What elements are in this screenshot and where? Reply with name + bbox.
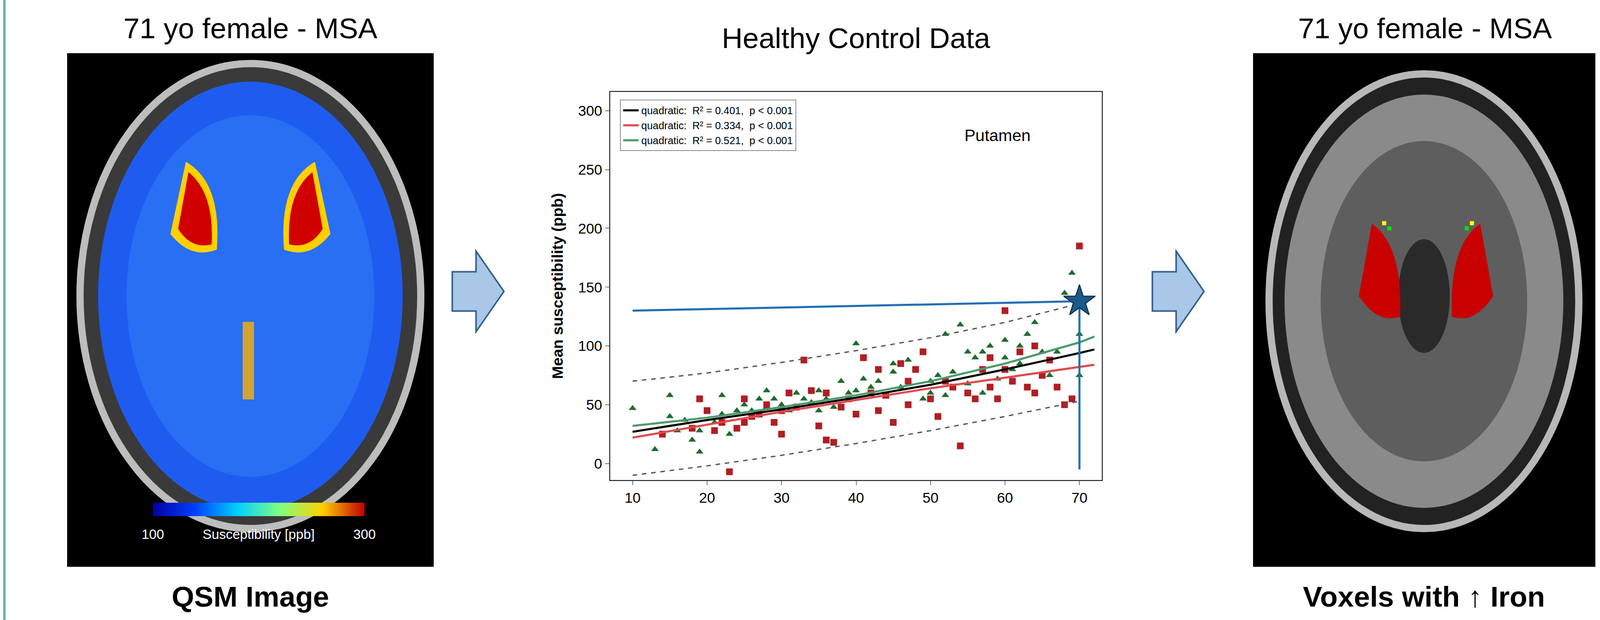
svg-text:200: 200	[578, 220, 603, 237]
svg-text:300: 300	[353, 526, 376, 542]
svg-text:100: 100	[141, 526, 164, 542]
svg-text:60: 60	[996, 489, 1013, 506]
svg-text:quadratic: R² = 0.401, p < 0: quadratic: R² = 0.401, p < 0.001	[641, 104, 794, 117]
svg-text:Healthy Control Data: Healthy Control Data	[721, 21, 991, 55]
svg-text:100: 100	[578, 337, 603, 354]
html-text:71 yo female - MSA: 71 yo female - MSA	[1298, 11, 1552, 45]
svg-text:50: 50	[922, 489, 939, 506]
html-text:Voxels with ↑ Iron: Voxels with ↑ Iron	[1302, 579, 1545, 613]
svg-text:20: 20	[699, 489, 716, 506]
svg-text:Susceptibility [ppb]: Susceptibility [ppb]	[202, 526, 315, 542]
html-text:71 yo female - MSA: 71 yo female - MSA	[123, 11, 378, 45]
svg-text:300: 300	[578, 102, 603, 119]
svg-text:250: 250	[578, 161, 603, 178]
svg-text:40: 40	[847, 489, 864, 506]
svg-text:Putamen: Putamen	[964, 125, 1031, 145]
svg-text:0: 0	[594, 455, 603, 472]
svg-text:70: 70	[1071, 489, 1088, 506]
html-text:QSM Image: QSM Image	[171, 579, 330, 613]
svg-text:10: 10	[624, 489, 641, 506]
svg-text:Mean susceptibility (ppb): Mean susceptibility (ppb)	[548, 192, 566, 379]
svg-text:50: 50	[585, 396, 603, 413]
svg-text:quadratic: R² = 0.521, p < 0: quadratic: R² = 0.521, p < 0.001	[641, 134, 794, 147]
svg-text:quadratic: R² = 0.334, p < 0: quadratic: R² = 0.334, p < 0.001	[641, 119, 794, 132]
svg-text:150: 150	[578, 279, 603, 296]
svg-text:30: 30	[773, 489, 790, 506]
